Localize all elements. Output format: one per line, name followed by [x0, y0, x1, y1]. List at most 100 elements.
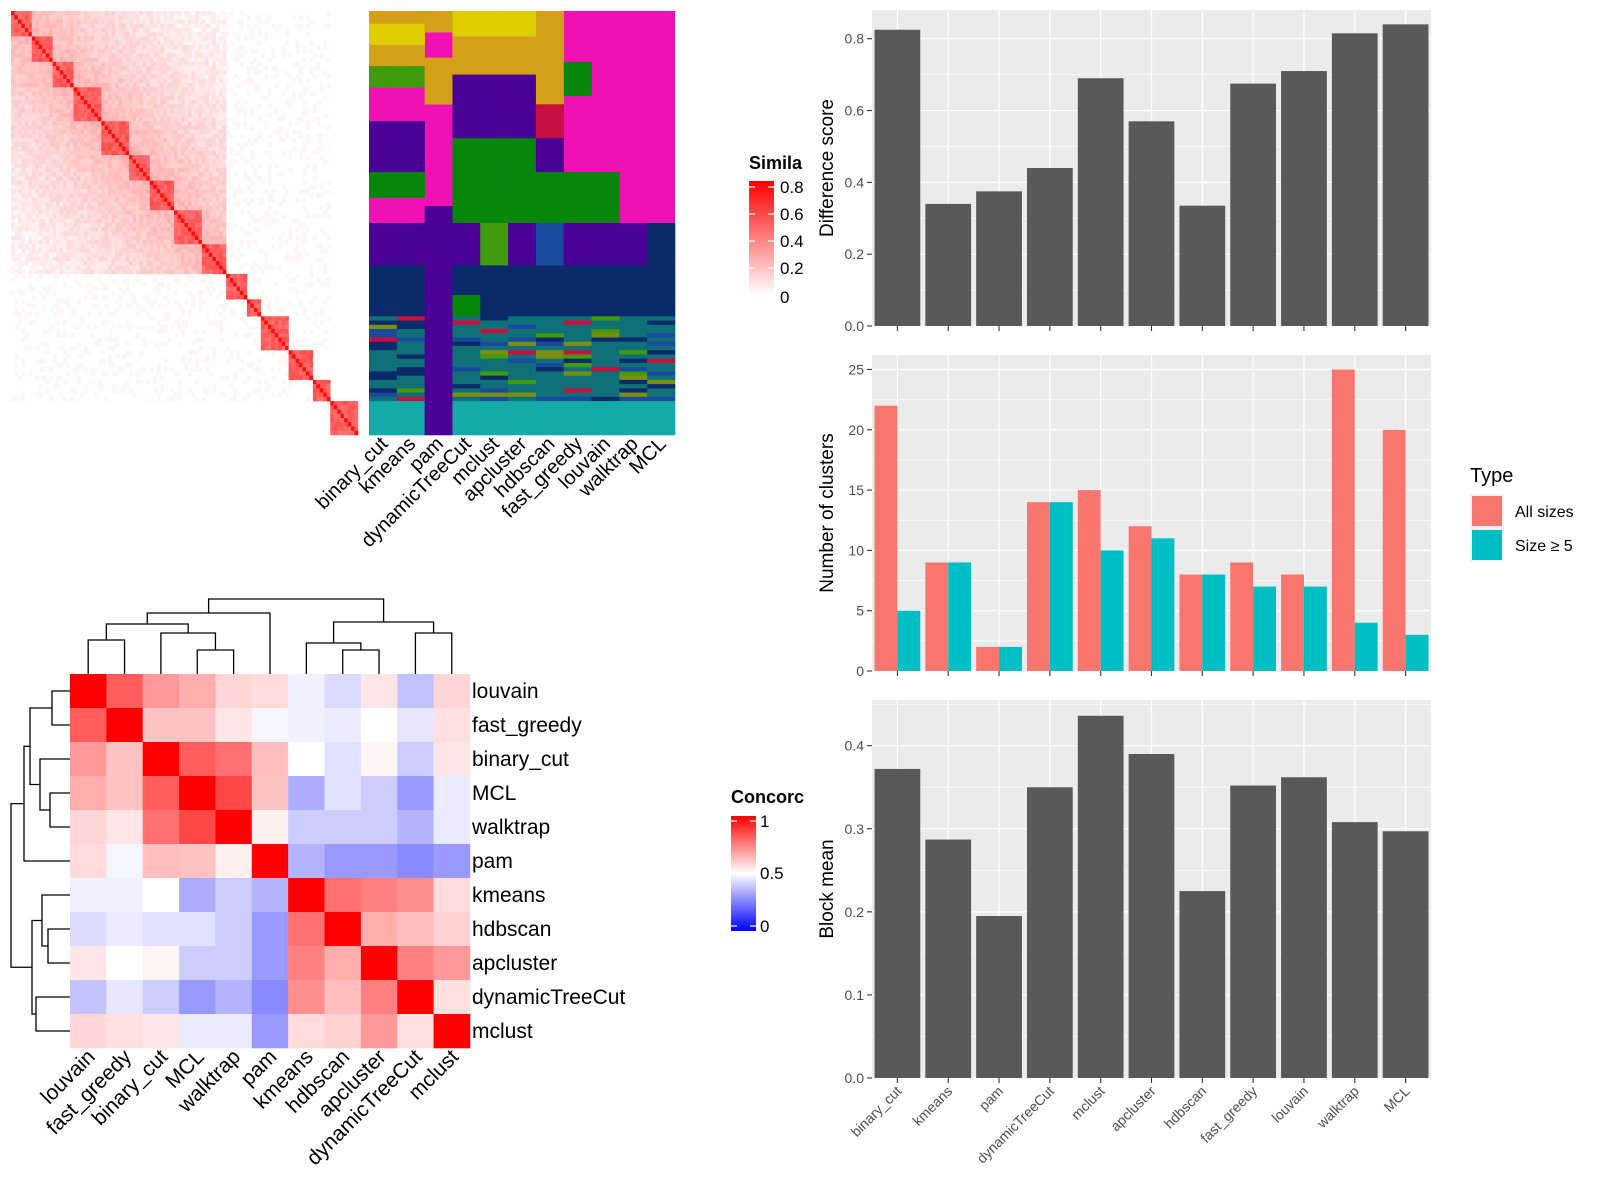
concordance-cell	[179, 980, 216, 1015]
concordance-cell	[360, 810, 398, 845]
concordance-cell	[179, 946, 216, 981]
concordance-cell	[215, 810, 253, 845]
bar	[925, 203, 972, 326]
concordance-row-label: apcluster	[472, 952, 557, 975]
concordance-cell	[397, 708, 434, 743]
concordance-cell	[324, 810, 362, 845]
y-axis-label: Difference score	[817, 99, 838, 237]
y-tick-label: 0.2	[845, 904, 865, 920]
y-axis-label: Block mean	[817, 839, 838, 938]
concordance-cell	[251, 810, 289, 845]
concordance-cell	[106, 844, 144, 879]
legend-swatch	[1472, 530, 1502, 560]
bar	[1281, 777, 1327, 1078]
x-tick-label: binary_cut	[848, 1083, 905, 1140]
y-tick-label: 0.1	[845, 987, 865, 1003]
concordance-row-label: hdbscan	[472, 918, 551, 941]
bar	[1230, 83, 1277, 326]
concordance-cell	[324, 708, 362, 743]
concordance-cell	[70, 810, 107, 845]
bar	[1077, 78, 1124, 326]
x-tick-label: walktrap	[1313, 1083, 1362, 1132]
bar-size-5	[1100, 550, 1124, 671]
concordance-row-label: walktrap	[471, 816, 550, 839]
concordance-cell	[70, 742, 107, 777]
concordance-cell	[360, 1014, 398, 1049]
concordance-cell	[142, 844, 180, 879]
bar	[1230, 785, 1277, 1078]
concordance-row-label: dynamicTreeCut	[472, 986, 625, 1009]
concordance-row-label: fast_greedy	[472, 714, 582, 737]
bar-size-5	[1354, 622, 1378, 671]
concordance-cell	[433, 878, 471, 913]
concordance-cell	[179, 776, 216, 811]
concordance-cell	[215, 1014, 253, 1049]
bar	[1281, 71, 1327, 326]
similarity-legend-title: Simila	[749, 153, 803, 173]
bar	[874, 768, 921, 1078]
similarity-legend-colorbar	[749, 181, 774, 295]
concordance-cell	[70, 674, 107, 709]
concordance-cell	[142, 980, 180, 1015]
concordance-cell	[288, 776, 325, 811]
y-tick-label: 0.4	[845, 174, 865, 190]
bar	[1128, 754, 1175, 1078]
bar	[1027, 168, 1073, 326]
concordance-cell	[288, 844, 325, 879]
y-tick-label: 0.4	[845, 738, 865, 754]
bar-all-sizes	[976, 646, 1000, 671]
concordance-cell	[251, 980, 289, 1015]
concordance-cell	[251, 708, 289, 743]
bar	[1179, 205, 1226, 326]
concordance-cell	[70, 776, 107, 811]
concordance-cell	[433, 844, 471, 879]
concordance-legend-tick: 0.5	[760, 864, 784, 883]
y-tick-label: 20	[848, 422, 864, 438]
bar-size-5	[1405, 634, 1429, 671]
bar	[1077, 715, 1124, 1078]
concordance-cell	[251, 776, 289, 811]
similarity-heatmap-panel: binary_cutkmeanspamdynamicTreeCutmclusta…	[11, 11, 804, 552]
similarity-legend-tick: 0.2	[780, 259, 804, 278]
bar	[1331, 33, 1378, 327]
x-tick-label: apcluster	[1107, 1083, 1159, 1135]
concordance-cell	[288, 946, 325, 981]
concordance-cell	[433, 912, 471, 947]
bar-size-5	[948, 562, 972, 671]
x-tick-label: mclust	[1068, 1083, 1108, 1123]
concordance-cell	[251, 946, 289, 981]
concordance-cell	[179, 844, 216, 879]
similarity-legend-tick: 0	[780, 288, 789, 307]
bar	[976, 916, 1022, 1078]
concordance-cell	[106, 810, 144, 845]
concordance-cell	[106, 912, 144, 947]
legend-label: Size ≥ 5	[1515, 538, 1573, 555]
concordance-cell	[251, 878, 289, 913]
similarity-legend-tick: 0.6	[780, 205, 804, 224]
concordance-cell	[360, 980, 398, 1015]
concordance-cell	[433, 776, 471, 811]
concordance-cell	[106, 674, 144, 709]
concordance-cell	[106, 980, 144, 1015]
concordance-cell	[397, 1014, 434, 1049]
concordance-cell	[324, 946, 362, 981]
similarity-matrix	[11, 11, 359, 436]
concordance-cell	[397, 674, 434, 709]
bar	[925, 839, 972, 1078]
concordance-cells	[70, 674, 471, 1049]
concordance-legend: Concorc 1 0.5 0	[731, 787, 804, 936]
similarity-legend-tick: 0.4	[780, 232, 804, 251]
row-dendrogram	[10, 690, 70, 1032]
concordance-cell	[360, 844, 398, 879]
similarity-legend-tick: 0.8	[780, 178, 804, 197]
bar	[1128, 121, 1175, 326]
concordance-legend-tick: 1	[760, 812, 769, 831]
concordance-cell	[288, 674, 325, 709]
column-dendrogram	[87, 598, 453, 674]
concordance-cell	[433, 980, 471, 1015]
concordance-cell	[433, 708, 471, 743]
bar-all-sizes	[1331, 369, 1355, 671]
bar	[1027, 787, 1073, 1078]
concordance-cell	[142, 810, 180, 845]
concordance-cell	[70, 980, 107, 1015]
